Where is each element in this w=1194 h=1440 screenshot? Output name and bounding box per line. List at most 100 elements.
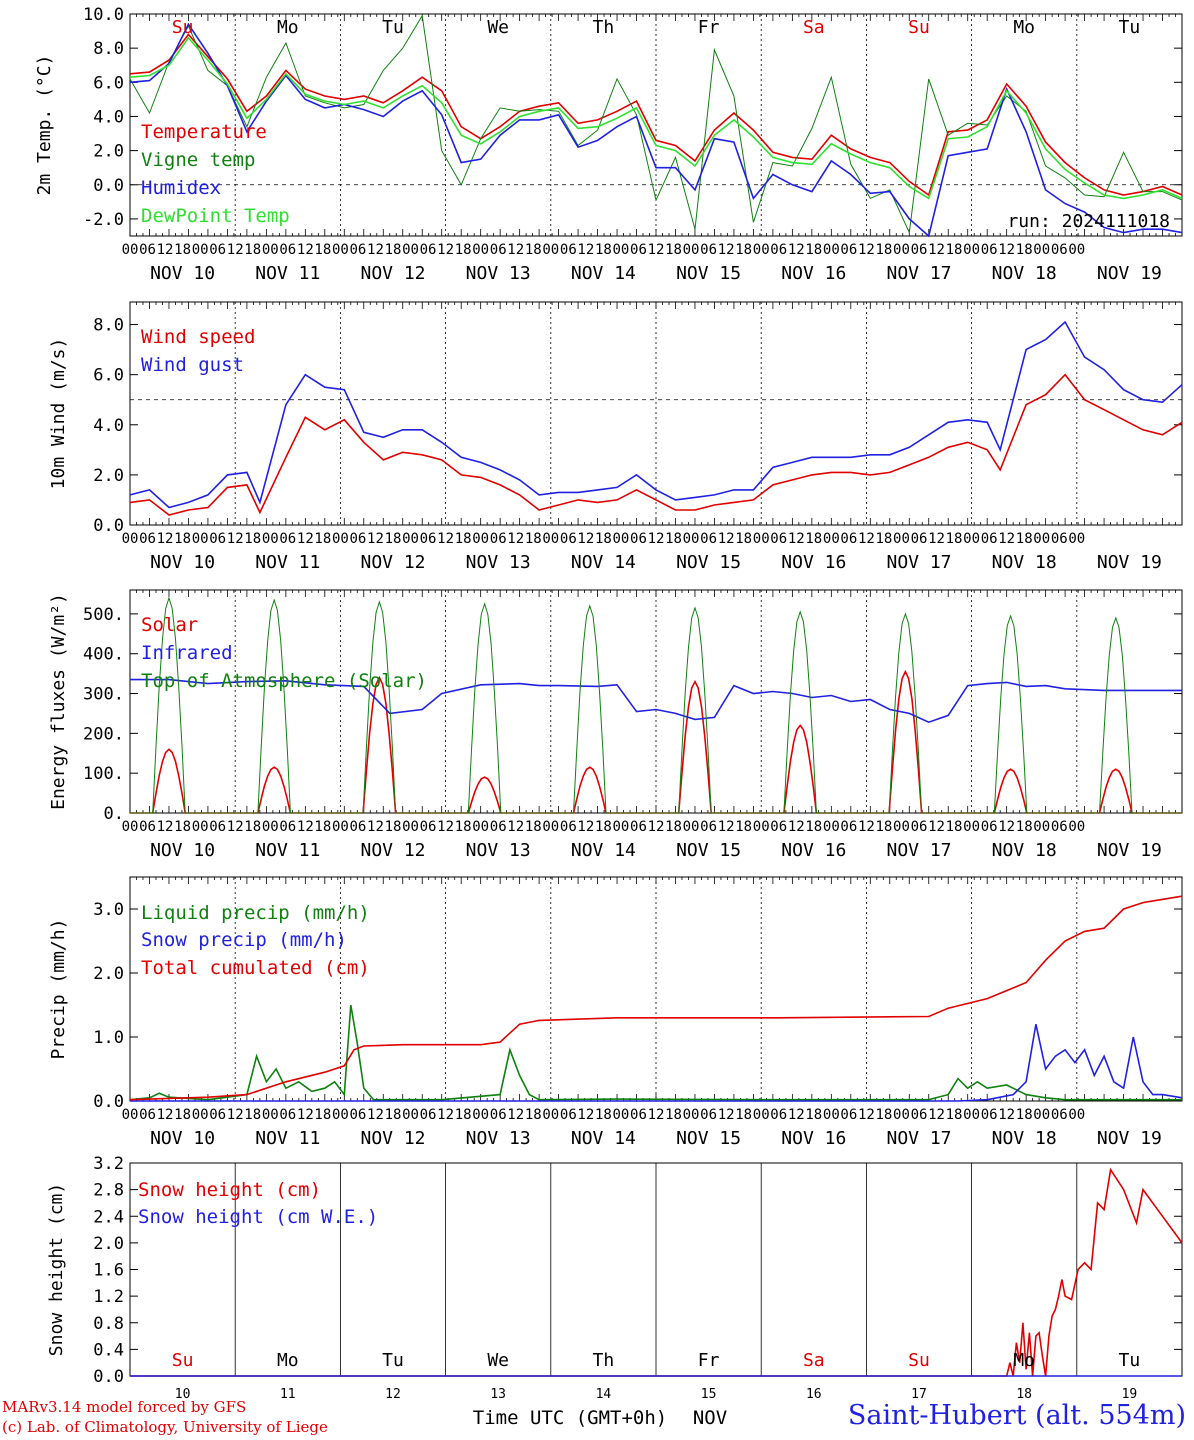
x-hour-label: 06 xyxy=(490,531,507,547)
x-hour-label: 18 xyxy=(735,531,752,547)
x-date-label: NOV 15 xyxy=(676,552,741,573)
x-date-label: NOV 17 xyxy=(886,552,951,573)
x-hour-label: 06 xyxy=(490,819,507,835)
x-hour-label: 18 xyxy=(1016,1107,1033,1123)
x-hour-label: 00 xyxy=(1068,819,1085,835)
x-hour-label: 18 xyxy=(174,1107,191,1123)
text-layer: -2.0 0.0 2.0 4.0 6.0 8.0 10.0 2m Temp. (°C) Temp… xyxy=(34,5,1170,1429)
x-hour-label: 00 xyxy=(262,1107,279,1123)
x-hour-label: 18 xyxy=(876,819,893,835)
x-date-label: NOV 10 xyxy=(150,1128,215,1149)
x-hour-label: 06 xyxy=(139,1107,156,1123)
x-hour-label: 12 xyxy=(788,1107,805,1123)
x-hour-label: 06 xyxy=(420,531,437,547)
day-number-label: 10 xyxy=(175,1387,191,1402)
y-tick-label: 1.6 xyxy=(93,1261,124,1281)
x-hour-label: 06 xyxy=(139,242,156,258)
x-hour-label: 12 xyxy=(297,819,314,835)
x-hour-label: 18 xyxy=(946,819,963,835)
legend-entry: Total cumulated (cm) xyxy=(141,957,370,979)
x-date-label: NOV 16 xyxy=(781,840,846,861)
weekday-label: Th xyxy=(593,1350,615,1371)
x-hour-label: 12 xyxy=(577,242,594,258)
y-tick-label: 2.0 xyxy=(93,466,124,486)
weekday-label: We xyxy=(487,1350,509,1371)
x-hour-label: 06 xyxy=(911,1107,928,1123)
x-hour-label: 18 xyxy=(314,819,331,835)
x-date-label: NOV 14 xyxy=(571,552,636,573)
legend-entry: Humidex xyxy=(141,177,221,199)
x-date-label: NOV 16 xyxy=(781,263,846,284)
x-hour-label: 18 xyxy=(244,819,261,835)
x-hour-label: 18 xyxy=(665,531,682,547)
x-hour-label: 00 xyxy=(402,819,419,835)
x-hour-label: 06 xyxy=(490,242,507,258)
x-date-label: NOV 16 xyxy=(781,1128,846,1149)
x-hour-label: 06 xyxy=(209,531,226,547)
x-hour-label: 06 xyxy=(560,1107,577,1123)
x-hour-label: 18 xyxy=(455,242,472,258)
x-hour-label: 18 xyxy=(174,242,191,258)
x-hour-label: 00 xyxy=(963,531,980,547)
x-hour-label: 12 xyxy=(367,819,384,835)
x-hour-label: 12 xyxy=(437,819,454,835)
x-hour-label: 00 xyxy=(542,531,559,547)
x-hour-label: 06 xyxy=(350,1107,367,1123)
weekday-label: Fr xyxy=(698,17,720,38)
x-hour-label: 12 xyxy=(297,1107,314,1123)
x-hour-label: 00 xyxy=(192,1107,209,1123)
x-hour-label: 00 xyxy=(262,531,279,547)
x-hour-label: 06 xyxy=(209,242,226,258)
x-date-label: NOV 11 xyxy=(255,1128,320,1149)
x-hour-label: 00 xyxy=(472,242,489,258)
x-hour-label: 00 xyxy=(683,819,700,835)
x-date-label: NOV 15 xyxy=(676,840,741,861)
x-hour-label: 06 xyxy=(981,531,998,547)
x-hour-label: 06 xyxy=(560,531,577,547)
x-hour-label: 12 xyxy=(788,242,805,258)
x-hour-label: 18 xyxy=(805,819,822,835)
legend-entry: Solar xyxy=(141,614,198,636)
x-hour-label: 18 xyxy=(174,531,191,547)
series-line xyxy=(130,678,1182,724)
x-hour-label: 06 xyxy=(981,819,998,835)
x-hour-label: 06 xyxy=(630,819,647,835)
x-hour-label: 00 xyxy=(192,531,209,547)
x-hour-label: 18 xyxy=(665,819,682,835)
x-date-label: NOV 10 xyxy=(150,552,215,573)
x-hour-label: 12 xyxy=(858,1107,875,1123)
x-date-label: NOV 12 xyxy=(360,263,425,284)
legend-entry: Liquid precip (mm/h) xyxy=(141,902,370,924)
x-hour-label: 12 xyxy=(928,531,945,547)
x-hour-label: 06 xyxy=(770,1107,787,1123)
x-hour-label: 18 xyxy=(525,1107,542,1123)
x-hour-label: 06 xyxy=(279,819,296,835)
y-tick-label: 0.0 xyxy=(93,1367,124,1387)
x-hour-label: 18 xyxy=(455,531,472,547)
x-date-label: NOV 13 xyxy=(466,1128,531,1149)
x-hour-label: 18 xyxy=(805,531,822,547)
x-hour-label: 18 xyxy=(805,1107,822,1123)
x-date-label: NOV 10 xyxy=(150,263,215,284)
x-hour-label: 12 xyxy=(998,531,1015,547)
x-hour-label: 12 xyxy=(998,1107,1015,1123)
y-tick-label: 400. xyxy=(83,645,124,665)
x-hour-label: 00 xyxy=(192,242,209,258)
x-hour-label: 06 xyxy=(490,1107,507,1123)
x-hour-label: 12 xyxy=(367,242,384,258)
x-hour-label: 06 xyxy=(981,242,998,258)
y-tick-label: 0.8 xyxy=(93,1314,124,1334)
x-hour-label: 00 xyxy=(1033,531,1050,547)
x-hour-label: 12 xyxy=(648,242,665,258)
x-hour-label: 06 xyxy=(139,531,156,547)
x-hour-label: 00 xyxy=(262,242,279,258)
y-axis-title: Snow height (cm) xyxy=(46,1183,67,1356)
day-number-label: 12 xyxy=(385,1387,401,1402)
x-hour-label: 00 xyxy=(332,1107,349,1123)
x-hour-label: 18 xyxy=(244,531,261,547)
x-hour-label: 18 xyxy=(385,819,402,835)
x-hour-label: 18 xyxy=(314,1107,331,1123)
x-hour-label: 12 xyxy=(437,242,454,258)
x-hour-label: 00 xyxy=(402,242,419,258)
